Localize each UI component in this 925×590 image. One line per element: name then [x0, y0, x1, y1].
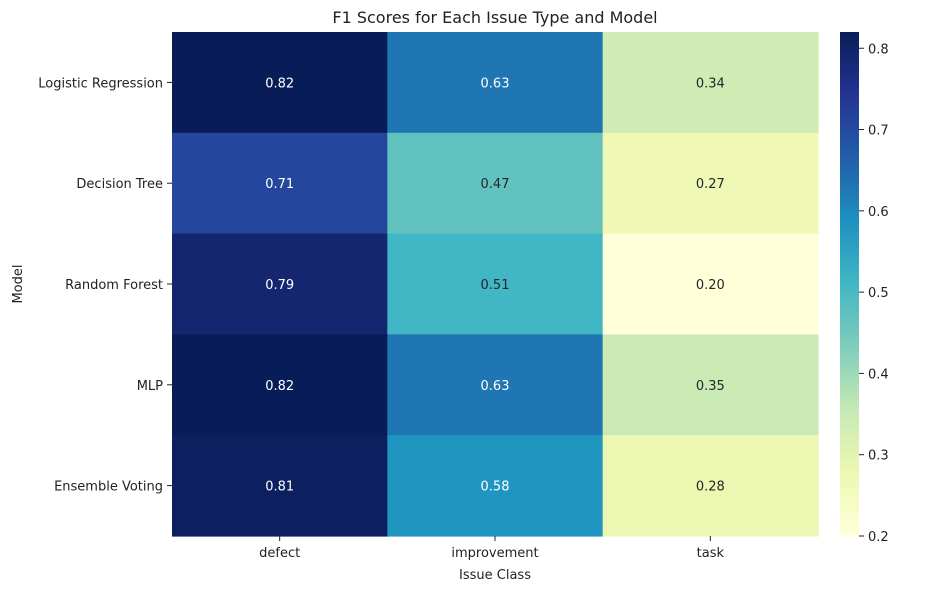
- x-axis-ticks: defect improvement task: [259, 536, 724, 561]
- x-axis-label: Issue Class: [459, 568, 531, 583]
- colorbar-ticks: 0.2 0.3 0.4 0.5 0.6 0.7 0.8: [859, 42, 889, 545]
- heatmap-cell-r2-c0: [172, 233, 388, 335]
- heatmap-cell-r4-c0: [172, 435, 388, 537]
- x-tick-label-2: task: [697, 546, 725, 561]
- cell-value-label-r1-c1: 0.47: [481, 177, 510, 192]
- chart-title: F1 Scores for Each Issue Type and Model: [332, 8, 657, 27]
- y-tick-label-0: Logistic Regression: [38, 76, 163, 91]
- heatmap-cell-r0-c2: [602, 32, 819, 134]
- heatmap-cells: [172, 32, 819, 537]
- cell-value-label-r4-c2: 0.28: [696, 480, 725, 495]
- heatmap-cell-r3-c2: [602, 334, 819, 436]
- heatmap-cell-r2-c2: [602, 233, 819, 335]
- heatmap-cell-r0-c1: [387, 32, 604, 134]
- heatmap-cell-r1-c0: [172, 132, 388, 235]
- cell-value-label-r0-c1: 0.63: [481, 76, 510, 91]
- cell-value-label-r4-c0: 0.81: [265, 480, 294, 495]
- colorbar-tick-label-3: 0.5: [868, 286, 889, 301]
- colorbar-tick-label-5: 0.7: [868, 124, 889, 139]
- cell-value-labels: 0.82 0.63 0.34 0.71 0.47 0.27 0.79 0.51 0.20 0.82…: [265, 76, 725, 494]
- cell-value-label-r2-c0: 0.79: [265, 278, 294, 293]
- heatmap-cell-r1-c2: [602, 132, 819, 235]
- colorbar-tick-label-6: 0.8: [868, 42, 889, 57]
- cell-value-label-r2-c2: 0.20: [696, 278, 725, 293]
- heatmap-cell-r2-c1: [387, 233, 604, 335]
- colorbar-tick-label-2: 0.4: [868, 367, 889, 382]
- x-tick-label-1: improvement: [451, 546, 538, 561]
- cell-value-label-r0-c2: 0.34: [696, 76, 725, 91]
- cell-value-label-r1-c0: 0.71: [265, 177, 294, 192]
- cell-value-label-r4-c1: 0.58: [481, 480, 510, 495]
- heatmap-cell-r3-c1: [387, 334, 604, 436]
- heatmap-cell-r0-c0: [172, 32, 388, 134]
- heatmap-cell-r3-c0: [172, 334, 388, 436]
- cell-value-label-r3-c2: 0.35: [696, 379, 725, 394]
- cell-value-label-r3-c1: 0.63: [481, 379, 510, 394]
- cell-value-label-r3-c0: 0.82: [265, 379, 294, 394]
- heatmap-cell-r4-c2: [602, 435, 819, 537]
- colorbar-tick-label-4: 0.6: [868, 205, 889, 220]
- x-tick-label-0: defect: [259, 546, 300, 561]
- cell-value-label-r2-c1: 0.51: [481, 278, 510, 293]
- y-tick-label-3: MLP: [137, 379, 163, 394]
- cell-value-label-r0-c0: 0.82: [265, 76, 294, 91]
- y-tick-label-2: Random Forest: [65, 278, 163, 293]
- heatmap-cell-r4-c1: [387, 435, 604, 537]
- colorbar-tick-label-1: 0.3: [868, 449, 889, 464]
- heatmap-cell-r1-c1: [387, 132, 604, 235]
- colorbar-tick-label-0: 0.2: [868, 530, 889, 545]
- y-tick-label-4: Ensemble Voting: [54, 480, 163, 495]
- y-axis-label: Model: [11, 264, 26, 303]
- y-axis-ticks: Logistic Regression Decision Tree Random F…: [38, 76, 172, 495]
- cell-value-label-r1-c2: 0.27: [696, 177, 725, 192]
- colorbar: [840, 32, 859, 536]
- y-tick-label-1: Decision Tree: [76, 177, 163, 192]
